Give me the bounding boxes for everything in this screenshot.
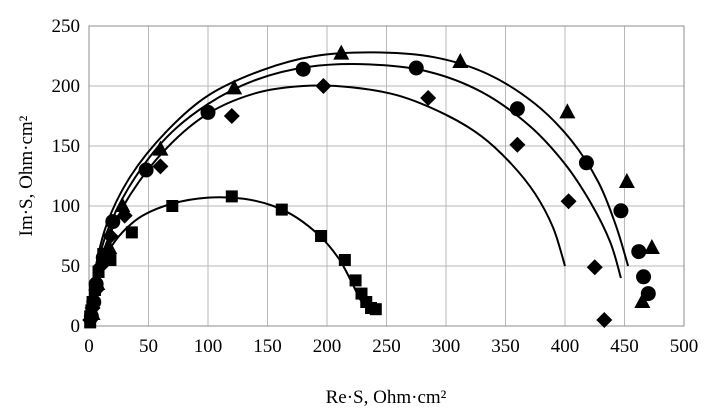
diamond-point xyxy=(586,259,603,276)
diamond-point xyxy=(315,78,332,94)
diamond-point xyxy=(102,228,119,244)
circle-point xyxy=(631,244,647,260)
diamond-point xyxy=(223,108,240,124)
y-tick-label: 50 xyxy=(61,256,80,277)
x-tick-label: 100 xyxy=(194,336,223,357)
x-tick-label: 150 xyxy=(253,336,282,357)
triangle-point xyxy=(634,293,651,308)
circle-point xyxy=(138,162,154,178)
x-tick-label: 350 xyxy=(491,336,520,357)
circle-point xyxy=(578,155,594,171)
square-point xyxy=(166,200,179,212)
triangle-point xyxy=(152,140,169,156)
triangle-point xyxy=(643,239,660,254)
diamond-point xyxy=(509,136,526,153)
circle-point xyxy=(105,214,121,230)
data-points xyxy=(82,44,660,329)
y-tick-label: 100 xyxy=(52,196,81,217)
triangle-point xyxy=(101,239,118,254)
triangle-point xyxy=(84,305,101,320)
y-tick-label: 150 xyxy=(52,136,81,157)
triangle-point xyxy=(333,44,350,60)
triangle-point xyxy=(226,79,243,95)
circle-point xyxy=(408,60,424,76)
tick-labels: 0 50 100 150 200 250 300 350 400 450 500 0 50 100 150 2… xyxy=(52,16,699,357)
x-tick-label: 200 xyxy=(313,336,342,357)
diamond-point xyxy=(152,158,169,175)
x-tick-label: 500 xyxy=(670,336,699,357)
x-tick-label: 250 xyxy=(372,336,401,357)
diamond-point xyxy=(560,193,577,210)
square-point xyxy=(225,190,238,203)
y-tick-label: 250 xyxy=(52,16,81,37)
triangle-point xyxy=(114,197,131,212)
square-point xyxy=(349,274,362,287)
plot-area-frame xyxy=(88,25,685,327)
circle-point xyxy=(509,101,525,117)
triangle-point xyxy=(95,247,112,263)
circle-point xyxy=(295,61,311,77)
y-tick-label: 0 xyxy=(71,316,81,337)
x-tick-label: 300 xyxy=(432,336,461,357)
triangle-point xyxy=(618,173,635,188)
y-axis-label: Im·S, Ohm·cm² xyxy=(16,115,37,236)
diamond-point xyxy=(596,312,613,328)
circle-point xyxy=(200,104,216,120)
square-point xyxy=(315,230,328,242)
circle-point xyxy=(613,203,629,219)
square-point xyxy=(338,254,351,266)
circle-point xyxy=(636,269,652,285)
x-tick-label: 450 xyxy=(610,336,639,357)
square-point xyxy=(369,303,382,316)
triangle-point xyxy=(452,53,469,68)
y-tick-label: 200 xyxy=(52,76,81,97)
x-tick-label: 0 xyxy=(84,336,94,357)
square-point xyxy=(125,226,138,239)
triangle-point xyxy=(89,275,106,290)
circle-point xyxy=(86,294,102,310)
triangle-point xyxy=(559,103,576,119)
x-tick-label: 50 xyxy=(139,336,158,357)
x-tick-label: 400 xyxy=(551,336,580,357)
square-point xyxy=(275,203,288,216)
x-axis-label: Re·S, Ohm·cm² xyxy=(326,387,447,408)
diamond-point xyxy=(420,90,437,106)
